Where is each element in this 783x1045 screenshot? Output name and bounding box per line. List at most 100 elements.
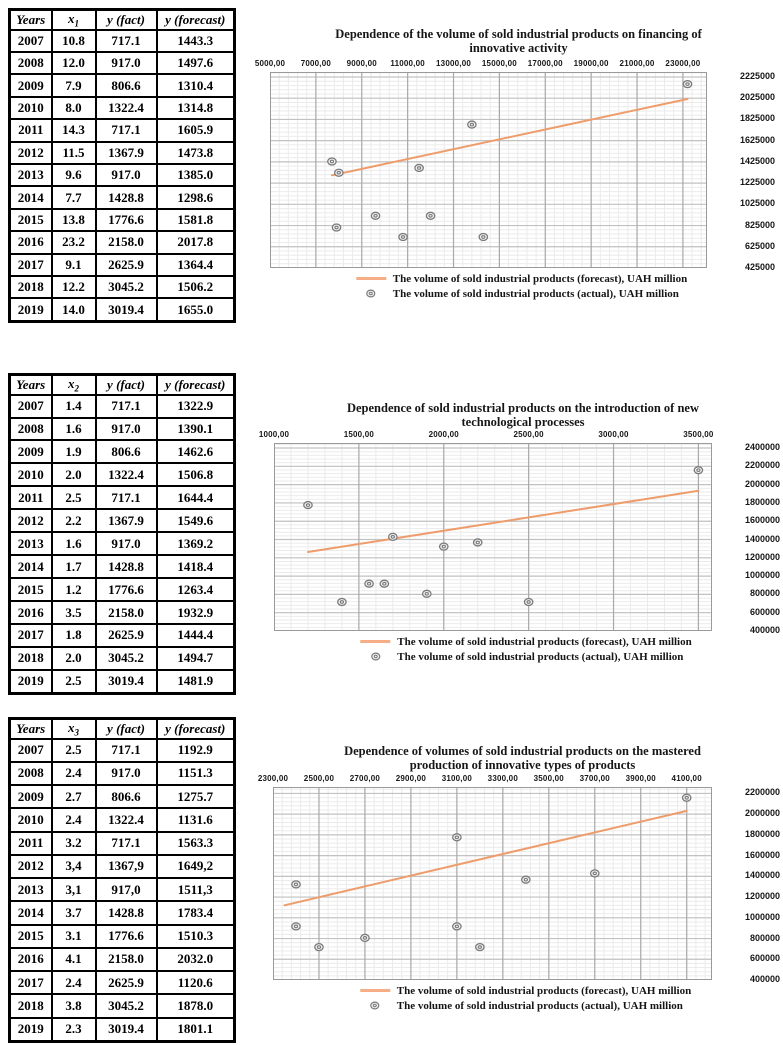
year-cell: 2011 (8, 118, 53, 143)
col-header-y-fact: y (fact) (94, 717, 158, 740)
chart-title-line: technological processes (461, 414, 585, 429)
value-cell: 1473.8 (155, 140, 236, 166)
value-cell: 1428.8 (94, 900, 158, 926)
x-axis-tick: 17000,00 (527, 59, 563, 68)
year-cell: 2012 (8, 508, 53, 534)
table-row: 2019 14.0 3019.4 1655.0 (8, 297, 236, 323)
table-row: 2010 2.4 1322.4 1131.6 (8, 807, 236, 833)
value-cell: 1.2 (50, 577, 97, 603)
y-axis-tick: 825000 (744, 219, 775, 230)
year-cell: 2010 (8, 95, 53, 121)
y-axis-tick: 1225000 (739, 177, 775, 188)
value-cell: 1644.4 (155, 485, 236, 511)
forecast-trend-line (283, 809, 688, 907)
chart-title-line: innovative activity (469, 40, 568, 55)
year-cell: 2011 (8, 830, 53, 856)
value-cell: 1.7 (50, 554, 97, 580)
actual-data-point (478, 232, 489, 242)
forecast-line-swatch (355, 277, 386, 280)
year-cell: 2013 (8, 531, 53, 557)
plot-border (270, 72, 707, 268)
value-cell: 11.5 (50, 140, 97, 166)
value-cell: 8.0 (50, 95, 97, 121)
value-cell: 1428.8 (94, 554, 158, 580)
x-axis-tick: 13000,00 (436, 59, 471, 68)
table-row: 2016 4.1 2158.0 2032.0 (8, 946, 236, 973)
x-variable-subscript: 3 (74, 727, 80, 738)
x-variable-subscript: 2 (74, 383, 80, 394)
value-cell: 1481.9 (155, 668, 236, 695)
value-cell: 1367,9 (94, 853, 158, 880)
value-cell: 1510.3 (155, 923, 236, 949)
actual-data-point (681, 793, 692, 802)
value-cell: 1192.9 (155, 737, 236, 763)
value-cell: 3.2 (50, 830, 97, 856)
value-cell: 3045.2 (94, 275, 158, 300)
actual-data-point (398, 232, 408, 242)
value-cell: 1275.7 (155, 784, 236, 810)
actual-data-point (421, 589, 432, 598)
value-cell: 1801.1 (155, 1016, 236, 1043)
value-cell: 2.5 (50, 485, 97, 511)
value-cell: 917.0 (94, 416, 158, 442)
year-cell: 2008 (8, 50, 53, 76)
year-cell: 2018 (8, 275, 53, 300)
x-axis-tick: 3500,00 (533, 774, 564, 783)
actual-marker-icon (366, 289, 376, 298)
y-axis-tick: 600000 (749, 606, 780, 617)
value-cell: 1506.2 (155, 275, 236, 300)
table-row: 2008 2.4 917.0 1151.3 (8, 760, 236, 787)
x-variable-label: x (68, 11, 75, 26)
legend-forecast-label: The volume of sold industrial products (… (397, 635, 692, 648)
year-cell: 2016 (8, 600, 53, 625)
table-row: 2009 1.9 806.6 1462.6 (8, 439, 236, 465)
value-cell: 2.0 (50, 462, 97, 488)
value-cell: 1310.4 (155, 73, 236, 98)
actual-marker-icon (370, 652, 380, 661)
y-axis-tick: 2000000 (744, 478, 780, 489)
year-cell: 2011 (8, 485, 53, 511)
table-row: 2018 12.2 3045.2 1506.2 (8, 275, 236, 300)
value-cell: 7.9 (50, 73, 97, 98)
data-table-x2: Years x2 y (fact) y (forecast) 2007 1.4 717.1 1… (8, 373, 236, 695)
year-cell: 2014 (8, 554, 53, 580)
table-row: 2018 3.8 3045.2 1878.0 (8, 993, 236, 1019)
value-cell: 2.0 (50, 645, 97, 671)
data-table-x1: Years x1 y (fact) y (forecast) 2007 10.8 717.1… (8, 8, 236, 323)
y-axis-tick: 1800000 (744, 496, 780, 507)
value-cell: 1581.8 (155, 207, 236, 233)
value-cell: 3019.4 (94, 668, 158, 695)
table-header: Years x3 y (fact) y (forecast) (8, 717, 236, 740)
x-axis-tick: 2500,00 (303, 774, 335, 783)
table-row: 2019 2.5 3019.4 1481.9 (8, 668, 236, 695)
y-axis-tick: 2400000 (744, 442, 780, 453)
y-axis-tick: 2225000 (739, 70, 775, 81)
value-cell: 3.1 (50, 923, 97, 949)
value-cell: 917,0 (94, 877, 158, 903)
value-cell: 1.9 (50, 439, 97, 465)
actual-data-point (425, 211, 436, 220)
table-row: 2012 2.2 1367.9 1549.6 (8, 508, 236, 534)
value-cell: 2032.0 (155, 946, 236, 973)
y-axis-tick: 1000000 (744, 911, 780, 922)
year-cell: 2018 (8, 645, 53, 671)
chart-title: Dependence of volumes of sold industrial… (257, 744, 783, 772)
year-cell: 2012 (8, 853, 53, 880)
y-axis-tick: 1400000 (744, 870, 780, 881)
actual-data-point (589, 869, 600, 878)
year-cell: 2010 (8, 462, 53, 488)
table-row: 2014 7.7 1428.8 1298.6 (8, 185, 236, 210)
legend-forecast: The volume of sold industrial products (… (355, 271, 687, 286)
table-row: 2013 1.6 917.0 1369.2 (8, 531, 236, 557)
col-header-years: Years (8, 8, 53, 31)
value-cell: 1878.0 (155, 993, 236, 1019)
y-axis-tick: 1600000 (744, 515, 780, 526)
table-row: 2014 1.7 1428.8 1418.4 (8, 554, 236, 580)
actual-data-point (438, 542, 449, 551)
value-cell: 1263.4 (155, 577, 236, 603)
actual-data-point (337, 597, 347, 607)
value-cell: 2158.0 (94, 230, 158, 255)
year-cell: 2017 (8, 622, 53, 648)
actual-data-point (520, 875, 531, 884)
